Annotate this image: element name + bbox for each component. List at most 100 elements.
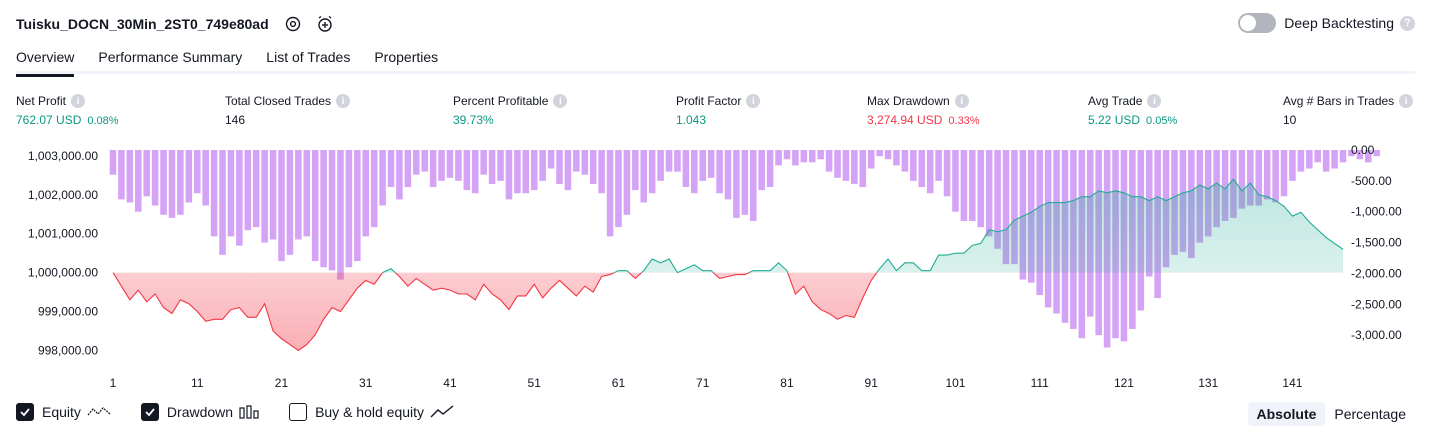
equity-chart[interactable]: 1,003,000.00 1,002,000.00 1,001,000.00 1,00… [0, 138, 1431, 396]
drawdown-bar [168, 150, 176, 218]
drawdown-bar [514, 150, 521, 194]
help-icon[interactable]: i [1399, 94, 1414, 108]
drawdown-bar [160, 150, 167, 215]
drawdown-bar [1306, 150, 1313, 169]
help-icon[interactable]: ? [1400, 15, 1415, 31]
drawdown-bar [345, 150, 353, 268]
drawdown-bar [581, 150, 589, 175]
metric-value: 762.07 USD [16, 113, 82, 127]
buy-hold-line-icon [430, 405, 454, 419]
right-tick-label: -3,000.00 [1351, 328, 1402, 342]
right-tick-label: -1,000.00 [1351, 205, 1402, 219]
metric-value: 1.043 [676, 113, 707, 127]
drawdown-bar [311, 150, 319, 262]
metric-avg-trade: Avg Trade i 5.22 USD 0.05% [1088, 92, 1177, 127]
drawdown-bar [303, 150, 311, 237]
drawdown-bar [564, 150, 572, 191]
drawdown-bar [337, 150, 344, 280]
drawdown-bar [598, 150, 605, 194]
drawdown-bar [1364, 150, 1372, 163]
drawdown-bar [808, 150, 816, 163]
drawdown-bar [1280, 150, 1288, 197]
tab-list-of-trades[interactable]: List of Trades [266, 49, 351, 65]
drawdown-bar [286, 150, 294, 255]
tab-performance-summary[interactable]: Performance Summary [98, 49, 243, 65]
drawdown-bar [404, 150, 412, 188]
drawdown-bar [522, 150, 530, 194]
x-tick-label: 101 [945, 376, 965, 390]
deep-backtesting-label: Deep Backtesting [1284, 15, 1394, 31]
absolute-button[interactable]: Absolute [1247, 402, 1326, 426]
drawdown-bar [1011, 150, 1018, 265]
drawdown-bar [800, 150, 808, 163]
drawdown-bar [733, 150, 740, 218]
metric-label: Avg # Bars in Trades [1283, 94, 1395, 108]
drawdown-bar [851, 150, 858, 184]
legend-buy-hold[interactable]: Buy & hold equity [289, 403, 454, 421]
buy-hold-checkbox[interactable] [289, 403, 308, 421]
metric-profit-factor: Profit Factor i 1.043 [676, 92, 761, 127]
strategy-header: Tuisku_DOCN_30Min_2ST0_749e80ad [16, 12, 347, 36]
equity-line-icon [87, 405, 111, 419]
help-icon[interactable]: i [553, 94, 568, 108]
percentage-button[interactable]: Percentage [1334, 406, 1406, 422]
tab-properties[interactable]: Properties [374, 49, 439, 65]
drawdown-bar [1002, 150, 1010, 265]
equity-checkbox[interactable] [16, 403, 34, 421]
drawdown-bar [699, 150, 707, 181]
metric-label: Percent Profitable [453, 94, 549, 108]
drawdown-bar [758, 150, 765, 191]
x-tick-label: 71 [696, 376, 710, 390]
drawdown-bar [792, 150, 799, 166]
left-tick-label: 1,002,000.00 [28, 188, 98, 202]
deep-backtesting: Deep Backtesting ? [1238, 13, 1415, 33]
drawdown-bar [354, 150, 361, 262]
drawdown-bar [842, 150, 850, 181]
x-tick-label: 21 [275, 376, 289, 390]
drawdown-bar [421, 150, 428, 172]
x-tick-label: 41 [443, 376, 457, 390]
drawdown-label: Drawdown [166, 404, 234, 420]
drawdown-bar [429, 150, 437, 188]
help-icon[interactable]: i [954, 94, 969, 108]
drawdown-checkbox[interactable] [140, 403, 159, 421]
right-tick-label: -2,000.00 [1351, 266, 1402, 280]
left-tick-label: 1,001,000.00 [28, 227, 98, 241]
help-icon[interactable]: i [1147, 94, 1162, 108]
drawdown-bar [556, 150, 563, 184]
drawdown-bar [901, 150, 909, 172]
drawdown-bar [505, 150, 513, 200]
metric-label: Avg Trade [1088, 94, 1143, 108]
settings-icon[interactable] [283, 14, 303, 34]
drawdown-bar [867, 150, 875, 169]
equity-label: Equity [42, 404, 81, 420]
legend-equity[interactable]: Equity [16, 403, 111, 421]
help-icon[interactable]: i [71, 94, 86, 108]
equity-area-positive [113, 179, 1343, 273]
deep-backtesting-toggle[interactable] [1238, 13, 1277, 33]
help-icon[interactable]: i [336, 94, 351, 108]
drawdown-bar [952, 150, 959, 212]
drawdown-bar [682, 150, 690, 188]
drawdown-bar [320, 150, 327, 268]
drawdown-bar [691, 150, 698, 194]
add-alert-icon[interactable] [315, 14, 335, 34]
x-tick-label: 61 [612, 376, 626, 390]
left-tick-label: 1,003,000.00 [28, 149, 98, 163]
drawdown-bar [859, 150, 867, 188]
help-icon[interactable]: i [746, 94, 761, 108]
drawdown-bar [446, 150, 454, 178]
tab-overview[interactable]: Overview [16, 44, 75, 77]
legend-drawdown[interactable]: Drawdown [140, 403, 259, 421]
metric-total-closed-trades: Total Closed Trades i 146 [225, 92, 351, 127]
drawdown-bar [926, 150, 934, 194]
x-tick-label: 81 [780, 376, 794, 390]
drawdown-bar [387, 150, 395, 188]
drawdown-bar [185, 150, 193, 203]
drawdown-bar [438, 150, 445, 181]
right-tick-label: -500.00 [1351, 174, 1392, 188]
drawdown-bar [606, 150, 614, 237]
drawdown-bar [488, 150, 496, 184]
drawdown-bar [648, 150, 656, 194]
drawdown-bar [657, 150, 664, 181]
